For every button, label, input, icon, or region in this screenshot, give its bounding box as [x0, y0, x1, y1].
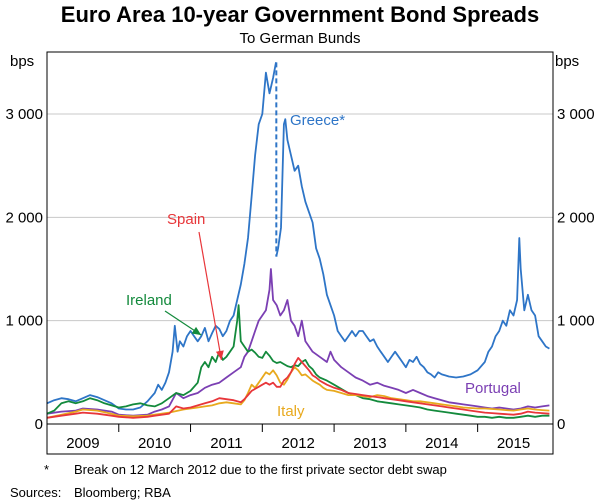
y-tick-label-right: 3 000: [557, 106, 595, 123]
series-line-italy: [46, 366, 550, 419]
x-tick-label: 2013: [353, 435, 386, 452]
series-line-greece: [275, 118, 550, 379]
series-line-portugal: [46, 268, 550, 417]
series-label-greece: Greece*: [290, 112, 345, 129]
y-tick-label-right: 2 000: [557, 209, 595, 226]
y-tick-label-left: 1 000: [5, 313, 43, 330]
chart-title: Euro Area 10-year Government Bond Spread…: [61, 2, 539, 27]
sources-text: Bloomberg; RBA: [74, 485, 171, 500]
series-label-ireland: Ireland: [126, 292, 172, 309]
annotation-arrowhead-ireland: [191, 326, 202, 336]
y-tick-label-right: 1 000: [557, 313, 595, 330]
y-tick-label-right: 0: [557, 416, 565, 433]
series-line-greece: [46, 62, 277, 411]
series-label-italy: Italy: [277, 403, 305, 420]
y-unit-right: bps: [555, 53, 579, 70]
footnote-text: Break on 12 March 2012 due to the first …: [74, 462, 447, 477]
series-line-ireland: [46, 304, 550, 419]
chart-subtitle: To German Bunds: [240, 30, 361, 47]
x-tick-label: 2012: [282, 435, 315, 452]
footnote-marker: *: [44, 462, 49, 477]
y-tick-label-left: 3 000: [5, 106, 43, 123]
annotation-arrowhead-spain: [215, 350, 224, 360]
y-tick-label-left: 2 000: [5, 209, 43, 226]
series-label-spain: Spain: [167, 211, 205, 228]
series-line-spain: [46, 357, 550, 419]
x-tick-label: 2010: [138, 435, 171, 452]
x-tick-label: 2015: [497, 435, 530, 452]
x-tick-label: 2011: [210, 435, 242, 452]
x-tick-label: 2009: [66, 435, 99, 452]
y-unit-left: bps: [10, 53, 34, 70]
grid-layer: [47, 113, 553, 322]
series-layer: [46, 62, 550, 419]
y-tick-label-left: 0: [35, 416, 43, 433]
annotation-arrow-spain: [198, 231, 222, 361]
x-tick-label: 2014: [425, 435, 458, 452]
plot-frame: [46, 51, 554, 455]
sources-label: Sources:: [10, 485, 61, 500]
series-label-portugal: Portugal: [465, 380, 521, 397]
annotations-layer: Greece* Spain Ireland Portugal Italy: [126, 112, 521, 420]
axes-layer: 0 0 1 000 1 000 2 000 2 000 3 000 3 000 2009 2010…: [5, 51, 595, 455]
